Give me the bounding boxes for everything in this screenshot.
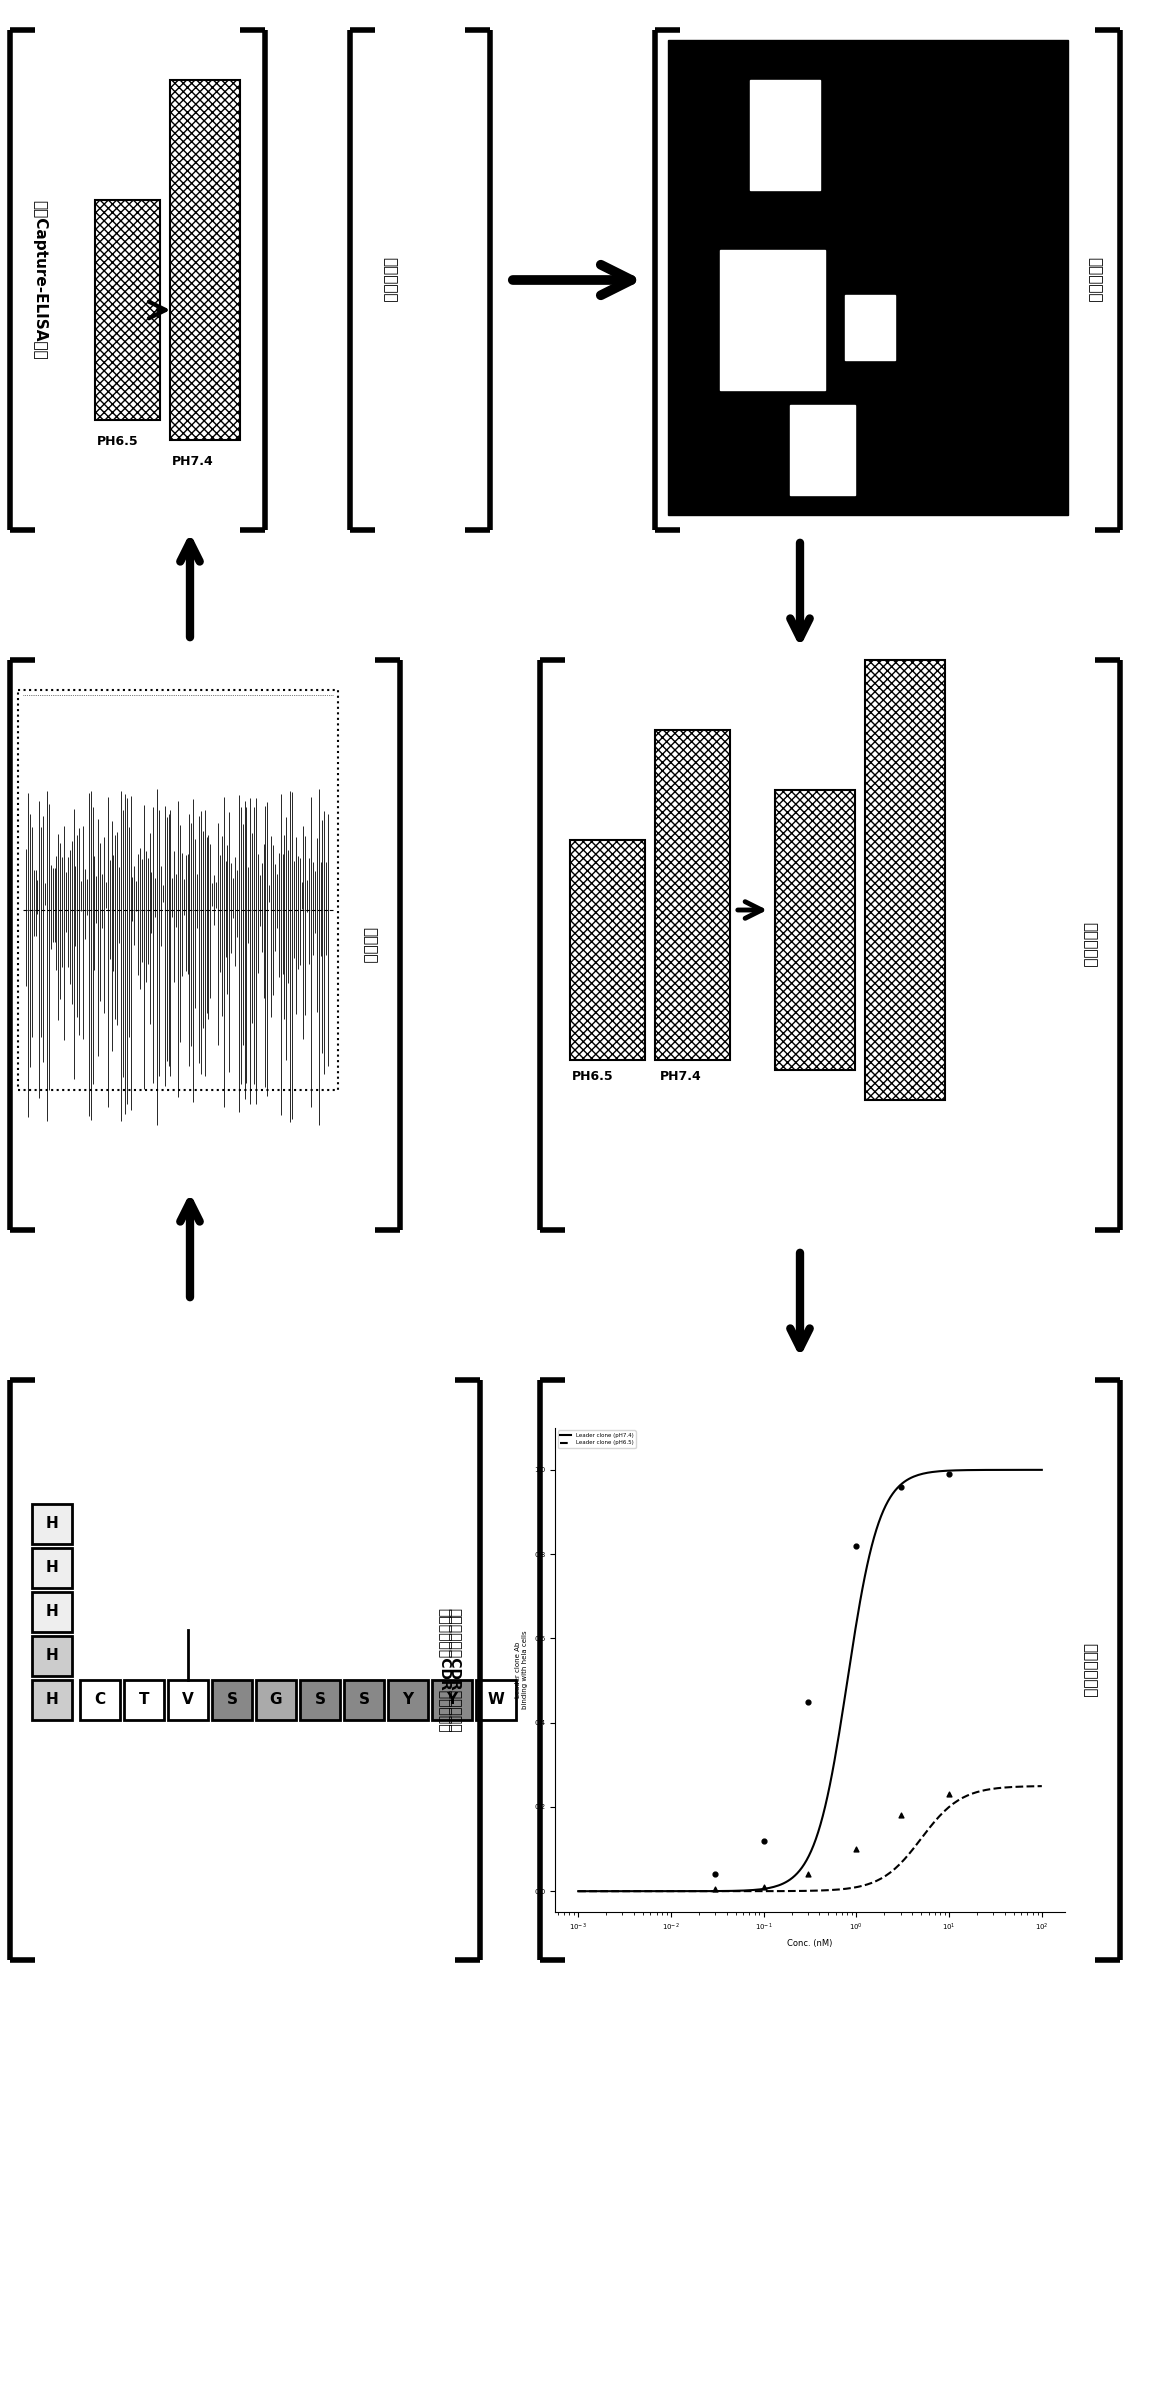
Text: Y: Y bbox=[447, 1692, 457, 1708]
Bar bbox=[124, 1680, 165, 1720]
Point bbox=[798, 1682, 817, 1720]
Bar bbox=[655, 730, 731, 1059]
Leader clone (pH6.5) bbox=[995, 1773, 1009, 1801]
Leader clone (pH6.5) bbox=[657, 1878, 671, 1906]
Bar bbox=[212, 1680, 252, 1720]
Text: PH7.4: PH7.4 bbox=[661, 1069, 701, 1083]
Text: 建立Capture-ELISA方法: 建立Capture-ELISA方法 bbox=[33, 200, 48, 360]
Text: H: H bbox=[46, 1560, 58, 1575]
Bar bbox=[32, 1503, 72, 1544]
Bar bbox=[32, 1680, 72, 1720]
Bar bbox=[775, 790, 855, 1069]
Bar bbox=[32, 1549, 72, 1589]
Bar bbox=[300, 1680, 340, 1720]
Bar bbox=[32, 1591, 72, 1632]
X-axis label: Conc. (nM): Conc. (nM) bbox=[788, 1940, 833, 1947]
Text: 突变点组合: 突变点组合 bbox=[1088, 258, 1103, 303]
Point bbox=[847, 1527, 866, 1565]
Legend: Leader clone (pH7.4), Leader clone (pH6.5): Leader clone (pH7.4), Leader clone (pH6.… bbox=[558, 1432, 636, 1448]
Point bbox=[939, 1775, 958, 1813]
Point bbox=[754, 1868, 773, 1906]
Bar bbox=[32, 1637, 72, 1675]
Bar bbox=[168, 1680, 208, 1720]
Point bbox=[798, 1856, 817, 1894]
Bar bbox=[569, 840, 645, 1059]
Text: 组合氨基酸对CDR氨基酸突变: 组合氨基酸对CDR氨基酸突变 bbox=[448, 1608, 462, 1732]
Leader clone (pH7.4) bbox=[589, 1878, 603, 1906]
Leader clone (pH7.4) bbox=[995, 1455, 1009, 1484]
Point bbox=[847, 1830, 866, 1868]
Bar bbox=[790, 406, 855, 494]
Leader clone (pH6.5) bbox=[694, 1878, 708, 1906]
Text: PH6.5: PH6.5 bbox=[97, 434, 139, 449]
Text: PH7.4: PH7.4 bbox=[172, 456, 214, 468]
Leader clone (pH7.4) bbox=[571, 1878, 585, 1906]
Bar bbox=[845, 296, 895, 360]
Y-axis label: Leader clone Ab
binding with hela cells: Leader clone Ab binding with hela cells bbox=[516, 1630, 529, 1708]
Bar bbox=[81, 1680, 120, 1720]
Leader clone (pH7.4) bbox=[694, 1878, 708, 1906]
Text: G: G bbox=[270, 1692, 282, 1708]
Point bbox=[706, 1856, 725, 1894]
Text: C: C bbox=[95, 1692, 105, 1708]
Text: 第二轮筛选: 第二轮筛选 bbox=[1083, 921, 1097, 969]
Line: Leader clone (pH6.5): Leader clone (pH6.5) bbox=[578, 1787, 1042, 1892]
Leader clone (pH6.5) bbox=[599, 1878, 613, 1906]
Bar bbox=[750, 81, 820, 191]
Text: 第一轮筛选: 第一轮筛选 bbox=[383, 258, 398, 303]
Leader clone (pH7.4) bbox=[1035, 1455, 1049, 1484]
Leader clone (pH7.4) bbox=[599, 1878, 613, 1906]
Point bbox=[939, 1455, 958, 1494]
Text: H: H bbox=[46, 1649, 58, 1663]
Text: 组合氨基酸对CDR氨基酸突变: 组合氨基酸对CDR氨基酸突变 bbox=[438, 1608, 452, 1732]
Leader clone (pH6.5) bbox=[1035, 1773, 1049, 1801]
Leader clone (pH7.4) bbox=[1012, 1455, 1026, 1484]
Bar bbox=[344, 1680, 384, 1720]
Leader clone (pH7.4) bbox=[657, 1878, 671, 1906]
Leader clone (pH6.5) bbox=[589, 1878, 603, 1906]
Text: T: T bbox=[139, 1692, 149, 1708]
Text: W: W bbox=[488, 1692, 504, 1708]
Text: H: H bbox=[46, 1603, 58, 1620]
Bar bbox=[18, 690, 338, 1090]
Bar bbox=[170, 81, 240, 439]
Text: V: V bbox=[182, 1692, 194, 1708]
Bar bbox=[387, 1680, 428, 1720]
Bar bbox=[95, 200, 160, 420]
Bar bbox=[668, 41, 1068, 515]
Text: H: H bbox=[46, 1517, 58, 1532]
Point bbox=[706, 1871, 725, 1909]
Bar bbox=[720, 251, 825, 389]
Text: S: S bbox=[314, 1692, 326, 1708]
Text: PH6.5: PH6.5 bbox=[572, 1069, 614, 1083]
Bar bbox=[432, 1680, 471, 1720]
Text: 最终克隆确认: 最终克隆确认 bbox=[1083, 1642, 1097, 1696]
Text: S: S bbox=[226, 1692, 238, 1708]
Bar bbox=[476, 1680, 516, 1720]
Point bbox=[754, 1821, 773, 1859]
Point bbox=[892, 1797, 910, 1835]
Leader clone (pH6.5) bbox=[571, 1878, 585, 1906]
Text: 测序验证: 测序验证 bbox=[363, 926, 377, 964]
Leader clone (pH6.5) bbox=[1012, 1773, 1026, 1801]
Text: S: S bbox=[358, 1692, 370, 1708]
Bar bbox=[256, 1680, 296, 1720]
Text: H: H bbox=[46, 1692, 58, 1708]
Line: Leader clone (pH7.4): Leader clone (pH7.4) bbox=[578, 1470, 1042, 1892]
Text: Y: Y bbox=[403, 1692, 413, 1708]
Bar bbox=[865, 661, 945, 1100]
Point bbox=[892, 1467, 910, 1506]
